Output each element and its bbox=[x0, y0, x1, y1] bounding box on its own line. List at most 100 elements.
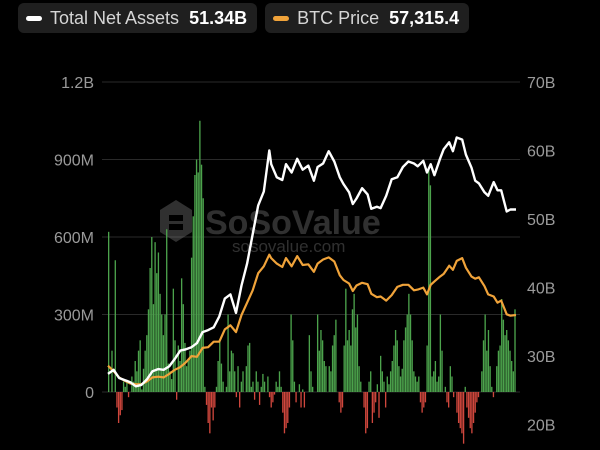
outflow-bar bbox=[116, 392, 118, 408]
outflow-bar bbox=[457, 392, 460, 423]
inflow-bar bbox=[262, 373, 264, 392]
right-tick-label: 40B bbox=[527, 281, 555, 298]
legend-btc-price[interactable]: BTC Price 57,315.4 bbox=[265, 3, 470, 33]
outflow-bar bbox=[270, 392, 272, 408]
outflow-bar bbox=[474, 392, 476, 413]
inflow-bar bbox=[278, 371, 281, 392]
inflow-bar bbox=[108, 231, 110, 392]
inflow-bar bbox=[141, 389, 143, 392]
inflow-bar bbox=[411, 340, 413, 392]
inflow-bar bbox=[321, 340, 324, 392]
inflow-bar bbox=[507, 340, 510, 392]
outflow-bar bbox=[207, 392, 209, 423]
inflow-bar bbox=[227, 314, 229, 392]
inflow-bar bbox=[512, 371, 515, 392]
watermark: SoSoValue sosovalue.com bbox=[160, 200, 381, 256]
inflow-bar bbox=[202, 198, 204, 392]
inflow-bar bbox=[240, 381, 243, 392]
outflow-bar bbox=[300, 392, 302, 408]
inflow-bar bbox=[484, 314, 486, 392]
inflow-bar bbox=[416, 381, 418, 392]
inflow-bar bbox=[403, 340, 405, 392]
inflow-bar bbox=[487, 330, 490, 392]
inflow-bar bbox=[428, 169, 430, 392]
legend-total-net-assets[interactable]: Total Net Assets 51.34B bbox=[18, 3, 258, 33]
inflow-bar bbox=[293, 381, 296, 392]
inflow-bar bbox=[222, 381, 224, 392]
inflow-bar bbox=[189, 350, 191, 392]
inflow-bar bbox=[180, 278, 183, 392]
outflow-bar bbox=[253, 392, 256, 400]
outflow-bar bbox=[466, 392, 468, 408]
inflow-bar bbox=[355, 327, 357, 392]
outflow-bar bbox=[283, 392, 286, 434]
outflow-bar bbox=[210, 392, 213, 408]
outflow-bar bbox=[384, 392, 387, 408]
outflow-bar bbox=[492, 392, 495, 398]
outflow-bar bbox=[365, 392, 367, 434]
inflow-bar bbox=[242, 371, 244, 392]
outflow-bar bbox=[287, 392, 289, 423]
inflow-bar bbox=[166, 229, 168, 392]
inflow-bar bbox=[345, 288, 347, 392]
inflow-bar bbox=[229, 371, 231, 392]
inflow-bar bbox=[444, 386, 447, 392]
inflow-bar bbox=[162, 335, 165, 392]
outflow-bar bbox=[471, 392, 473, 434]
right-tick-label: 20B bbox=[527, 418, 555, 435]
inflow-bar bbox=[409, 314, 412, 392]
inflow-bar bbox=[194, 175, 196, 392]
inflow-bar bbox=[441, 350, 443, 392]
inflow-bar bbox=[353, 293, 355, 392]
outflow-bar bbox=[273, 392, 276, 395]
inflow-bar bbox=[358, 366, 360, 392]
inflow-bar bbox=[396, 340, 398, 392]
inflow-bar bbox=[433, 371, 435, 392]
inflow-bar bbox=[146, 335, 148, 392]
inflow-bar bbox=[312, 386, 314, 392]
inflow-bar bbox=[124, 386, 126, 392]
right-tick-label: 60B bbox=[527, 144, 555, 161]
inflow-bar bbox=[356, 314, 359, 392]
inflow-bar bbox=[514, 309, 516, 392]
inflow-bar bbox=[122, 381, 125, 392]
outflow-bar bbox=[258, 392, 261, 405]
inflow-bar bbox=[394, 330, 397, 392]
outflow-bar bbox=[119, 392, 121, 416]
inflow-bar bbox=[393, 345, 395, 392]
inflow-bar bbox=[179, 361, 181, 392]
outflow-bar bbox=[424, 392, 427, 403]
outflow-bar bbox=[456, 392, 458, 413]
inflow-bar bbox=[464, 386, 466, 392]
outflow-bar bbox=[423, 392, 425, 408]
inflow-bar bbox=[496, 366, 498, 392]
inflow-bar bbox=[501, 299, 503, 392]
inflow-bar bbox=[499, 345, 501, 392]
inflow-bar bbox=[204, 386, 206, 392]
inflow-bar bbox=[164, 314, 166, 392]
inflow-bar bbox=[504, 335, 506, 392]
inflow-bar bbox=[331, 345, 334, 392]
inflow-bar bbox=[414, 376, 417, 392]
right-tick-label: 30B bbox=[527, 349, 555, 366]
inflow-bar bbox=[187, 361, 189, 392]
inflow-bar bbox=[255, 371, 257, 392]
inflow-bar bbox=[368, 381, 370, 392]
outflow-bar bbox=[477, 392, 480, 398]
inflow-bar bbox=[225, 386, 228, 392]
inflow-bar bbox=[190, 257, 193, 392]
outflow-bar bbox=[272, 392, 274, 403]
inflow-bar bbox=[200, 164, 203, 392]
inflow-bar bbox=[398, 366, 400, 392]
inflow-bar bbox=[217, 361, 219, 392]
inflow-bar bbox=[401, 368, 403, 392]
inflow-bar bbox=[232, 353, 234, 392]
sosovalue-logo-icon bbox=[160, 200, 192, 242]
watermark-url: sosovalue.com bbox=[232, 237, 345, 256]
inflow-bar bbox=[134, 361, 136, 392]
inflow-bar bbox=[302, 389, 304, 392]
outflow-bar bbox=[448, 392, 450, 408]
inflow-bar bbox=[406, 314, 408, 392]
inflow-bar bbox=[195, 159, 198, 392]
left-tick-label: 1.2B bbox=[61, 75, 94, 92]
